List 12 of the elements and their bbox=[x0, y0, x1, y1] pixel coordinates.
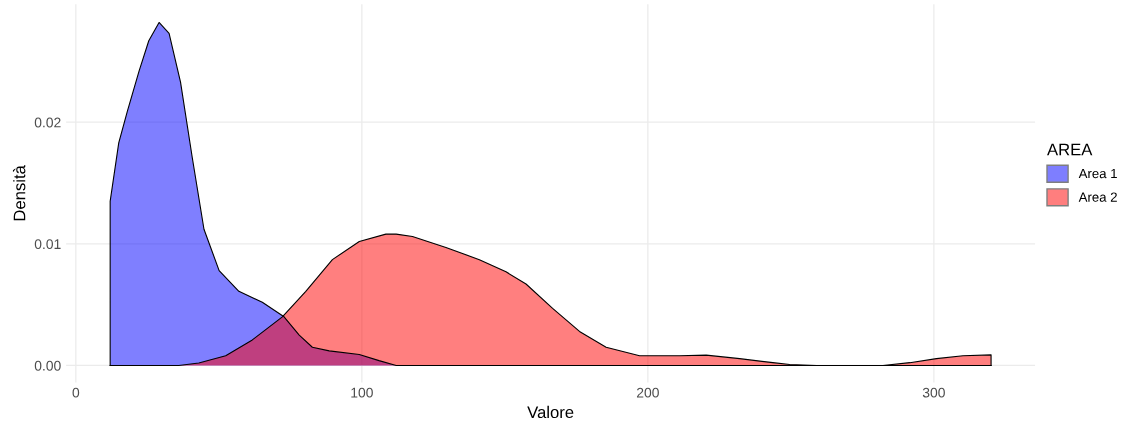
x-tick-label: 200 bbox=[636, 387, 659, 398]
legend-label: Area 1 bbox=[1078, 169, 1117, 179]
legend-title: AREA bbox=[1047, 143, 1093, 156]
y-tick-label: 0.01 bbox=[34, 239, 61, 250]
x-tick-label: 0 bbox=[72, 387, 80, 398]
y-tick-label: 0.00 bbox=[34, 360, 61, 371]
x-axis-title: Valore bbox=[527, 405, 574, 419]
y-tick-label: 0.02 bbox=[34, 117, 61, 128]
x-tick-label: 100 bbox=[351, 387, 373, 398]
y-axis-title: Densità bbox=[12, 165, 26, 221]
legend-label: Area 2 bbox=[1078, 192, 1117, 202]
x-tick-label: 300 bbox=[922, 387, 945, 398]
